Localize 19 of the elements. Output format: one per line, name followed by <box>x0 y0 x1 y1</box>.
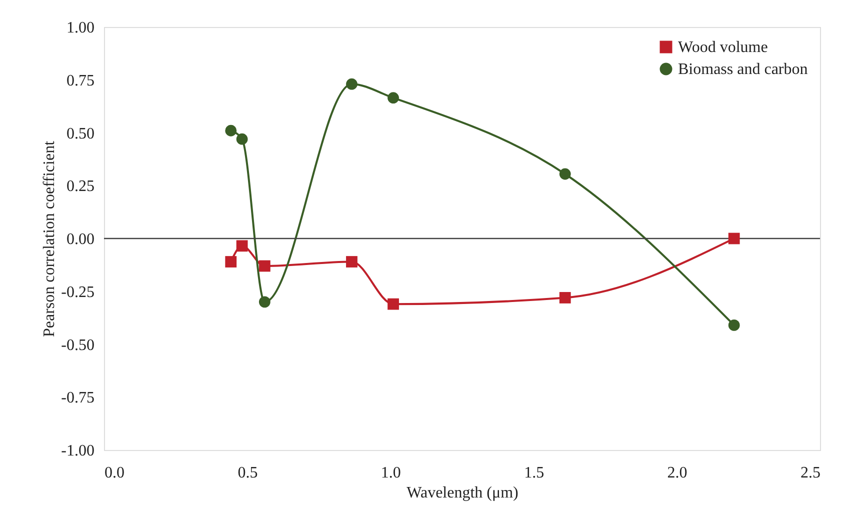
legend-label: Wood volume <box>678 39 768 56</box>
x-tick-label: 1.5 <box>524 464 544 482</box>
y-tick-label: 0.25 <box>66 178 94 196</box>
y-tick-label: 1.00 <box>66 20 94 36</box>
y-tick-label: 0.50 <box>66 125 94 142</box>
legend-label: Biomass and carbon <box>678 61 808 78</box>
y-tick-label: -0.25 <box>61 284 94 301</box>
y-tick-label: 0.75 <box>66 72 94 90</box>
x-tick-label: 2.5 <box>800 464 820 482</box>
x-axis-title: Wavelength (μm) <box>406 484 518 502</box>
x-tick-label: 1.0 <box>380 464 401 482</box>
x-tick-label: 2.0 <box>667 464 688 482</box>
y-tick-label: -0.75 <box>61 390 94 407</box>
y-tick-label: -1.00 <box>61 442 94 460</box>
x-tick-label: 0.5 <box>238 464 258 482</box>
y-tick-label: -0.50 <box>61 336 94 354</box>
x-tick-label: 0.0 <box>104 464 124 482</box>
y-axis-title: Pearson correlation coefficient <box>41 140 58 338</box>
y-tick-label: 0.00 <box>66 231 94 248</box>
